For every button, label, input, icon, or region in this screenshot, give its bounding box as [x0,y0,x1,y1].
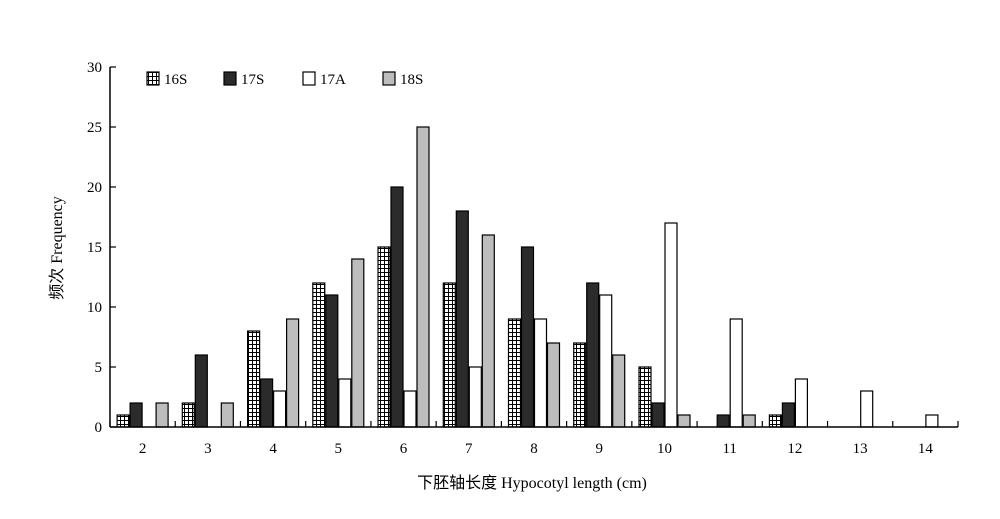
bar-17S-2 [129,402,143,428]
legend-swatch-17A [302,71,316,86]
y-tick-label: 0 [95,420,103,436]
x-tick-label: 12 [787,441,802,457]
bar-17A-6 [403,390,417,428]
legend-label-16S: 16S [164,72,187,88]
x-tick-label: 9 [595,441,603,457]
legend: 16S 17S 17A 18S [146,71,423,88]
bar-18S-3 [220,402,234,428]
bar-16S-8 [507,318,522,428]
bar-17A-12 [794,378,809,428]
x-tick-label: 10 [657,441,672,457]
y-tick-label: 15 [87,240,102,256]
bar-16S-12 [768,414,783,428]
bar-18S-8 [546,342,561,428]
bar-18S-11 [742,414,756,428]
bar-17A-13 [860,390,874,428]
bar-16S-2 [116,414,130,428]
axes-group: 0 5 10 15 20 25 30 2 3 4 5 6 7 8 9 10 11 12 13 14 [87,60,959,457]
legend-swatch-18S [382,71,396,86]
legend-label-17A: 17A [320,72,346,88]
bar-17S-9 [586,282,600,428]
bar-17A-14 [925,414,939,428]
x-tick-label: 2 [139,441,147,457]
bar-17S-5 [325,294,339,428]
y-tick-label: 20 [87,180,102,196]
bar-17A-7 [468,366,482,428]
y-axis-title: 频次 Frequency [48,196,66,300]
bar-17A-5 [338,378,352,428]
bar-16S-6 [377,246,391,428]
bar-16S-10 [638,366,652,428]
bar-17S-4 [260,378,274,428]
bar-17A-10 [664,222,678,428]
y-tick-label: 30 [87,60,102,76]
x-tick-label: 8 [530,441,538,457]
bar-18S-5 [351,258,365,428]
x-tick-label: 3 [204,441,212,457]
bar-16S-9 [573,342,587,428]
bar-17S-3 [194,354,208,428]
bar-17S-12 [781,402,796,428]
legend-swatch-16S [146,71,160,86]
bar-18S-7 [481,234,495,428]
y-tick-label: 10 [87,300,102,316]
x-axis-title: 下胚轴长度 Hypocotyl length (cm) [417,474,647,492]
legend-label-17S: 17S [241,72,264,88]
bar-17S-10 [651,402,665,428]
bar-18S-6 [416,126,430,428]
bars-group [116,126,939,428]
x-tick-label: 5 [335,441,343,457]
x-tick-label: 4 [269,441,277,457]
bar-16S-5 [312,282,326,428]
bar-17A-4 [273,390,287,428]
bar-16S-4 [247,330,261,428]
legend-swatch-17S [223,71,237,86]
bar-18S-9 [612,354,626,428]
x-tick-label: 6 [400,441,408,457]
bar-18S-2 [155,402,169,428]
bar-17S-6 [390,186,404,428]
bar-17S-11 [716,414,730,428]
bar-17A-11 [729,318,743,428]
x-tick-label: 11 [722,441,736,457]
x-tick-label: 13 [853,441,868,457]
bar-18S-4 [286,318,300,428]
bar-18S-10 [677,414,691,428]
bar-17A-8 [533,318,548,428]
bar-17A-9 [599,294,613,428]
y-tick-label: 5 [95,360,103,376]
bar-17S-7 [455,210,469,428]
y-tick-label: 25 [87,120,102,136]
legend-label-18S: 18S [400,72,423,88]
x-tick-label: 14 [918,441,934,457]
bar-16S-3 [181,402,195,428]
bar-17S-8 [520,246,535,428]
x-tick-label: 7 [465,441,473,457]
bar-16S-7 [442,282,456,428]
